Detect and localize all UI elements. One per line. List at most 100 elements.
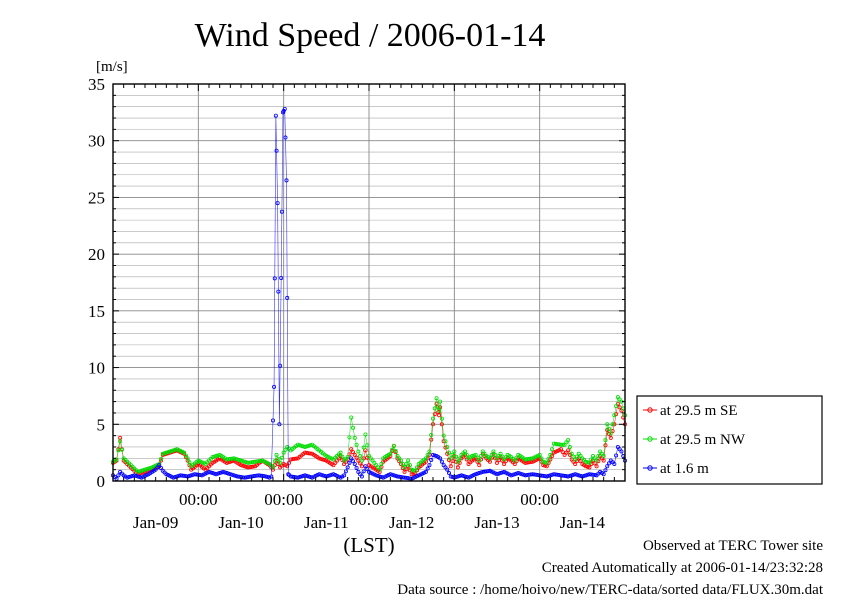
data-point <box>585 464 590 469</box>
data-point <box>612 413 617 418</box>
y-tick-label: 10 <box>88 359 105 378</box>
data-point <box>210 455 215 460</box>
data-point <box>473 452 478 457</box>
data-point <box>587 460 592 465</box>
data-point <box>317 472 322 477</box>
data-point <box>455 474 460 479</box>
data-point <box>573 472 578 477</box>
data-point <box>432 406 437 411</box>
data-point <box>560 442 565 447</box>
data-point <box>375 473 380 478</box>
data-point <box>450 459 455 464</box>
data-point <box>230 472 235 477</box>
data-point <box>448 464 453 469</box>
data-point <box>262 474 267 479</box>
data-point <box>142 467 147 472</box>
footer-line-1: Observed at TERC Tower site <box>643 538 823 554</box>
data-point <box>534 472 539 477</box>
series-1 <box>111 395 628 474</box>
data-point <box>473 472 478 477</box>
data-point <box>162 451 167 456</box>
data-point <box>308 451 313 456</box>
data-point <box>478 454 483 459</box>
legend-label: at 29.5 m NW <box>660 432 746 448</box>
data-point <box>607 431 612 436</box>
data-point <box>553 441 558 446</box>
data-point <box>379 461 384 466</box>
data-point <box>502 461 507 466</box>
data-point <box>206 469 211 474</box>
data-point <box>224 457 229 462</box>
data-point <box>299 443 304 448</box>
data-point <box>157 463 162 468</box>
data-point <box>578 459 583 464</box>
data-point <box>407 463 412 468</box>
data-point <box>273 113 278 118</box>
data-point <box>448 474 453 479</box>
data-point <box>302 444 307 449</box>
data-point <box>263 474 268 479</box>
legend-swatch-marker <box>647 436 653 442</box>
data-point <box>306 443 311 448</box>
data-point <box>409 472 414 477</box>
data-point <box>350 425 355 430</box>
x-tick-label: 00:00 <box>264 490 303 509</box>
data-point <box>591 472 596 477</box>
data-point <box>559 473 564 478</box>
data-point <box>251 460 256 465</box>
data-point <box>358 461 363 466</box>
data-point <box>411 468 416 473</box>
data-point <box>594 458 599 463</box>
data-point <box>390 472 395 477</box>
data-point <box>512 472 517 477</box>
data-point <box>226 471 231 476</box>
data-point <box>283 447 288 452</box>
data-point <box>182 450 187 455</box>
data-point <box>454 454 459 459</box>
data-point <box>288 457 293 462</box>
data-point <box>187 460 192 465</box>
data-point <box>224 471 229 476</box>
data-point <box>573 457 578 462</box>
data-point <box>608 435 613 440</box>
series-layer <box>111 106 628 481</box>
data-point <box>127 475 132 480</box>
data-point <box>404 461 409 466</box>
data-point <box>258 458 263 463</box>
data-point <box>601 458 606 463</box>
data-point <box>484 469 489 474</box>
x-day-label: Jan-12 <box>389 513 434 532</box>
data-point <box>237 458 242 463</box>
y-tick-label: 15 <box>88 302 105 321</box>
data-point <box>290 457 295 462</box>
data-point <box>249 460 254 465</box>
x-tick-label: 00:00 <box>350 490 389 509</box>
data-point <box>439 459 444 464</box>
data-point <box>617 405 622 410</box>
data-point <box>448 456 453 461</box>
data-point <box>583 473 588 478</box>
data-point <box>589 457 594 462</box>
data-point <box>247 465 252 470</box>
data-point <box>551 441 556 446</box>
data-point <box>427 463 432 468</box>
data-point <box>459 473 464 478</box>
data-point <box>304 450 309 455</box>
data-point <box>308 443 313 448</box>
data-point <box>292 456 297 461</box>
data-point <box>160 451 165 456</box>
data-point <box>528 456 533 461</box>
data-point <box>594 464 599 469</box>
data-point <box>272 459 277 464</box>
data-point <box>233 473 238 478</box>
data-point <box>423 469 428 474</box>
data-point <box>603 468 608 473</box>
data-point <box>167 449 172 454</box>
data-point <box>278 363 283 368</box>
data-point <box>277 422 282 427</box>
data-point <box>541 459 546 464</box>
data-point <box>363 464 368 469</box>
data-point <box>349 456 354 461</box>
data-point <box>402 469 407 474</box>
data-point <box>446 471 451 476</box>
